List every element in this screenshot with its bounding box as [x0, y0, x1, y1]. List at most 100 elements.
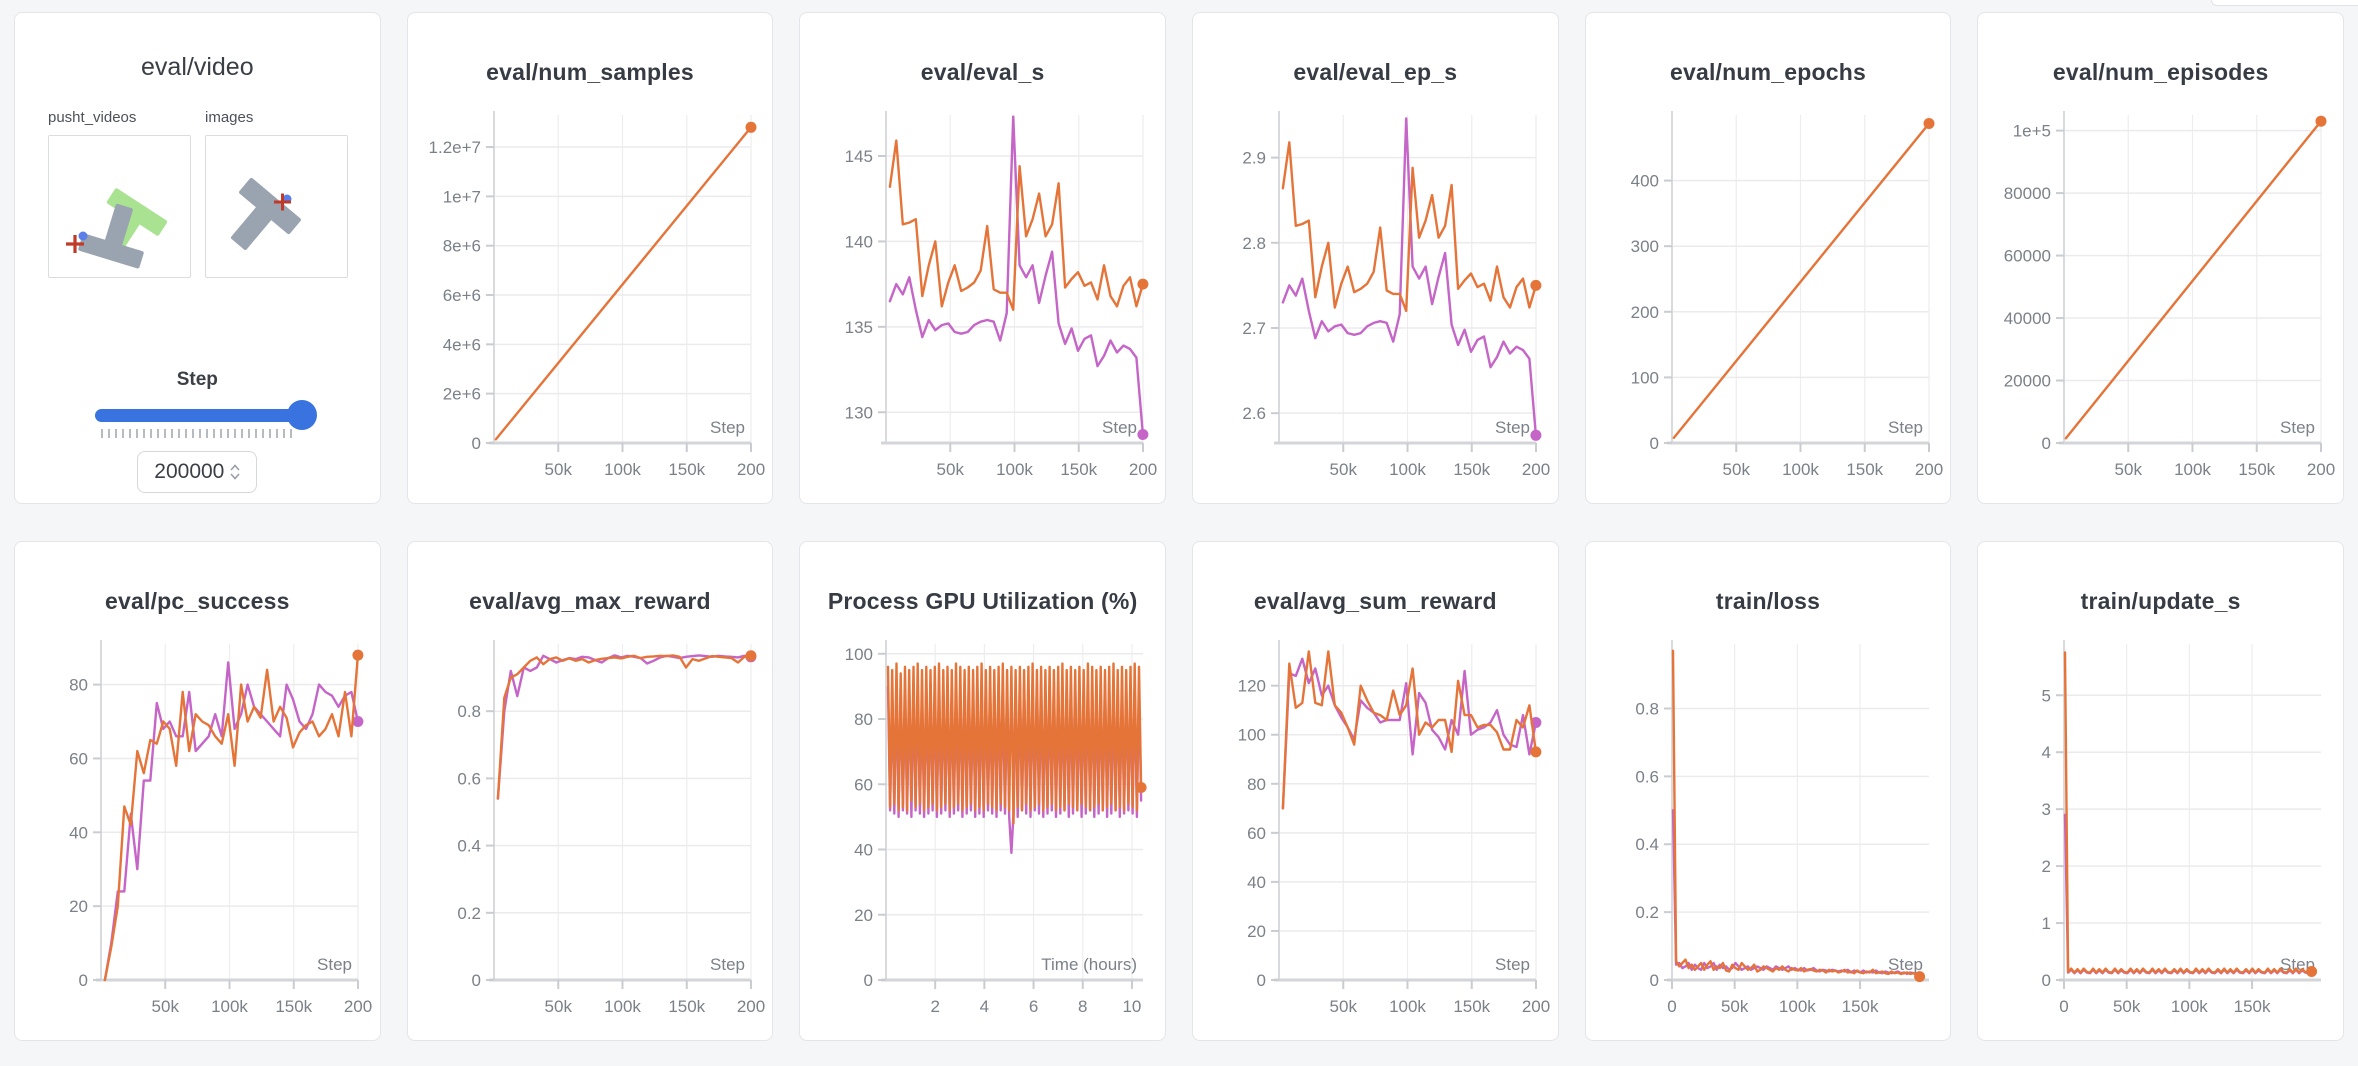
chart-plot[interactable]: 50k 100k 150k 200 2.6 2.7 2.8 2.9 Step: [1201, 103, 1550, 497]
svg-text:1.2e+7: 1.2e+7: [428, 138, 480, 157]
chart-panel-eval-s: eval/eval_s 50k 100k 150k 200 130 135 140 145 St…: [799, 12, 1166, 504]
svg-text:10: 10: [1123, 997, 1142, 1016]
svg-text:1: 1: [2042, 914, 2051, 933]
chart-panel-num-epochs: eval/num_epochs 50k 100k 150k 200 0 100 200 300…: [1584, 12, 1952, 504]
svg-text:0.6: 0.6: [1635, 767, 1659, 786]
chart-plot[interactable]: 50k 100k 150k 200 0 20 40 60 80 Step: [23, 632, 372, 1034]
svg-text:2.7: 2.7: [1242, 319, 1266, 338]
chart-panel-avg-max-reward: eval/avg_max_reward 50k 100k 150k 200 0 0.2 0.…: [406, 541, 774, 1041]
svg-text:0.8: 0.8: [1635, 699, 1659, 718]
svg-text:0: 0: [471, 434, 480, 453]
video-thumbnail-pusht[interactable]: [48, 135, 191, 278]
svg-text:50k: 50k: [152, 997, 180, 1016]
svg-text:1e+7: 1e+7: [442, 187, 480, 206]
svg-text:0.8: 0.8: [457, 702, 481, 721]
svg-text:6: 6: [1029, 997, 1038, 1016]
svg-text:100k: 100k: [1782, 460, 1819, 479]
chart-title: eval/eval_s: [920, 59, 1045, 85]
svg-text:150k: 150k: [1061, 460, 1098, 479]
thumbnail-label-pusht-videos: pusht_videos: [48, 109, 137, 126]
svg-text:80000: 80000: [2004, 184, 2051, 203]
svg-text:40: 40: [1247, 873, 1266, 892]
svg-text:4: 4: [980, 997, 989, 1016]
svg-text:6e+6: 6e+6: [442, 286, 480, 305]
svg-text:8: 8: [1078, 997, 1087, 1016]
svg-text:200: 200: [344, 997, 372, 1016]
svg-text:8e+6: 8e+6: [442, 237, 480, 256]
svg-text:2.8: 2.8: [1242, 234, 1266, 253]
svg-text:130: 130: [845, 403, 873, 422]
svg-text:150k: 150k: [1846, 460, 1883, 479]
svg-text:40: 40: [854, 841, 873, 860]
svg-text:Step: Step: [1495, 418, 1530, 437]
svg-text:2e+6: 2e+6: [442, 385, 480, 404]
svg-text:100k: 100k: [2171, 997, 2208, 1016]
step-number-input[interactable]: 200000: [137, 451, 258, 493]
chevron-up-icon[interactable]: [230, 464, 240, 471]
step-slider-label: Step: [176, 369, 218, 390]
svg-text:0.4: 0.4: [1635, 835, 1659, 854]
chevron-down-icon[interactable]: [230, 473, 240, 480]
step-slider-handle[interactable]: [287, 400, 317, 430]
images-scene-image: [231, 177, 301, 250]
svg-text:Step: Step: [710, 418, 745, 437]
svg-text:Step: Step: [2280, 418, 2315, 437]
svg-text:100k: 100k: [996, 460, 1033, 479]
svg-text:150k: 150k: [2239, 460, 2276, 479]
chart-title: eval/num_episodes: [2052, 59, 2269, 85]
svg-text:100k: 100k: [2174, 460, 2211, 479]
svg-text:Step: Step: [1495, 955, 1530, 974]
svg-text:80: 80: [1247, 775, 1266, 794]
svg-text:0: 0: [1667, 997, 1676, 1016]
step-slider-ruler: [101, 429, 297, 438]
chart-panel-eval-ep-s: eval/eval_ep_s 50k 100k 150k 200 2.6 2.7 2.8 2.…: [1191, 12, 1559, 504]
chart-plot[interactable]: 2 4 6 8 10 0 20 40 60 80 100 Time (hours): [808, 632, 1157, 1034]
svg-text:50k: 50k: [544, 460, 572, 479]
svg-text:200: 200: [1522, 460, 1550, 479]
svg-text:1e+5: 1e+5: [2013, 122, 2051, 141]
chart-title: Process GPU Utilization (%): [827, 588, 1138, 614]
svg-text:2.9: 2.9: [1242, 149, 1266, 168]
media-panel-eval-video: eval/video pusht_videos images: [14, 12, 381, 504]
chart-plot[interactable]: 50k 100k 150k 200 130 135 140 145 Step: [808, 103, 1158, 497]
chart-title: eval/pc_success: [105, 588, 290, 614]
svg-text:0.6: 0.6: [457, 769, 481, 788]
svg-text:50k: 50k: [2115, 460, 2143, 479]
svg-text:0: 0: [471, 971, 480, 990]
chart-plot[interactable]: 50k 100k 150k 200 0 0.2 0.4 0.6 0.8 Step: [416, 632, 765, 1034]
svg-text:2: 2: [931, 997, 940, 1016]
svg-text:Time (hours): Time (hours): [1042, 955, 1138, 974]
svg-text:0: 0: [1257, 971, 1266, 990]
svg-text:50k: 50k: [1722, 460, 1750, 479]
svg-text:3: 3: [2042, 800, 2051, 819]
svg-text:400: 400: [1630, 172, 1658, 191]
chart-plot[interactable]: 50k 100k 150k 200 0 20 40 60 80 100 120 Step: [1201, 632, 1550, 1034]
thumbnail-label-images: images: [205, 109, 254, 126]
video-thumbnail-images[interactable]: [205, 135, 348, 278]
svg-text:60: 60: [1247, 824, 1266, 843]
svg-text:2: 2: [2042, 857, 2051, 876]
chart-plot[interactable]: 50k 100k 150k 200 0 100 200 300 400 Step: [1594, 103, 1943, 497]
svg-text:100k: 100k: [1389, 997, 1426, 1016]
svg-text:80: 80: [854, 710, 873, 729]
chart-plot[interactable]: 0 50k 100k 150k 0 0.2 0.4 0.6 0.8 Step: [1594, 632, 1943, 1034]
svg-text:50k: 50k: [1721, 997, 1749, 1016]
svg-text:50k: 50k: [544, 997, 572, 1016]
step-number-value[interactable]: 200000: [154, 460, 225, 483]
svg-text:150k: 150k: [1453, 997, 1490, 1016]
svg-text:2.6: 2.6: [1242, 404, 1266, 423]
chart-title: eval/num_samples: [486, 59, 694, 85]
chart-panel-train-loss: train/loss 0 50k 100k 150k 0 0.2 0.4 0.6 0.8 Step: [1584, 541, 1952, 1041]
chart-title: eval/avg_max_reward: [469, 588, 711, 614]
step-stepper-icon[interactable]: [230, 464, 240, 480]
svg-text:0.4: 0.4: [457, 837, 481, 856]
chart-plot[interactable]: 50k 100k 150k 200 0 2e+6 4e+6 6e+6 8e+6 1e+7 1.2e+…: [416, 103, 765, 497]
svg-text:200: 200: [1129, 460, 1157, 479]
svg-text:135: 135: [845, 318, 873, 337]
chart-plot[interactable]: 0 50k 100k 150k 0 1 2 3 4 5 Step: [1986, 632, 2335, 1034]
chart-plot[interactable]: 50k 100k 150k 200 0 20000 40000 60000 80000 1e+5 S…: [1986, 103, 2336, 497]
step-slider[interactable]: [95, 400, 317, 430]
svg-text:100k: 100k: [1389, 460, 1426, 479]
svg-text:100k: 100k: [604, 460, 641, 479]
chart-title: eval/avg_sum_reward: [1253, 588, 1497, 614]
